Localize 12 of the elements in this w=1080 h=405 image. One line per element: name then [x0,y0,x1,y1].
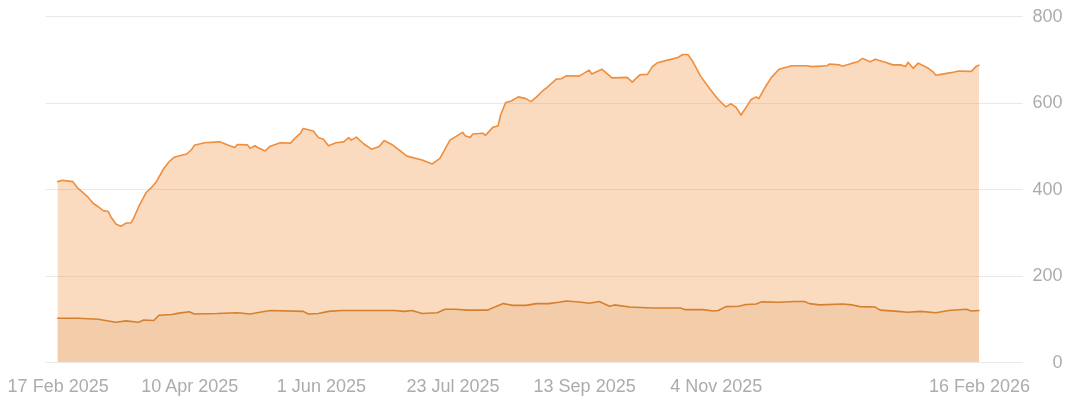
x-tick-label: 10 Apr 2025 [141,375,239,396]
x-tick-label: 1 Jun 2025 [276,375,366,396]
y-tick-label: 400 [1032,178,1063,199]
x-tick-label: 16 Feb 2026 [928,375,1031,396]
y-tick-label: 600 [1032,92,1063,112]
y-tick-label: 0 [1052,351,1063,372]
y-tick-label: 200 [1032,265,1063,285]
x-tick-label: 23 Jul 2025 [406,375,500,396]
x-tick-label: 4 Nov 2025 [670,375,763,396]
x-tick-label: 13 Sep 2025 [533,375,636,396]
y-tick-label: 800 [1032,5,1063,26]
x-tick-label: 17 Feb 2025 [7,375,109,396]
